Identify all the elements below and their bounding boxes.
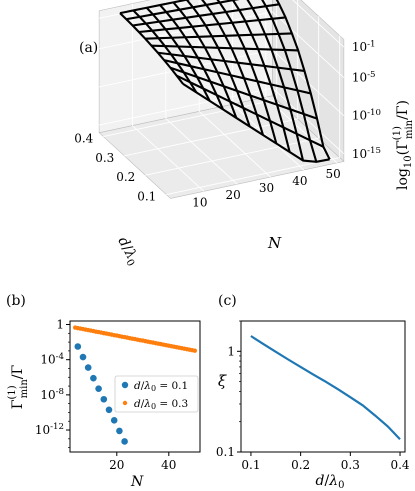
panel-c-xi-curve	[250, 335, 401, 440]
panel-a-x-tick: 40	[292, 174, 307, 188]
floor-grid-N	[165, 118, 238, 185]
floor-grid-d	[145, 137, 319, 176]
panel-label-c: (c)	[218, 293, 237, 309]
wire-line-const-N	[201, 0, 265, 136]
panel-a-y-tick: 0.3	[95, 151, 114, 165]
wire-line-const-N	[231, 0, 291, 153]
panel-a-tick-labels: 10 20 30 40 50 0.10.20.30.4 10-1 10-5 10-10 10-15	[74, 39, 381, 209]
point-d-0.1	[100, 395, 108, 403]
panel-a-y-tick: 0.2	[116, 170, 135, 184]
wire-line-const-d	[145, 32, 292, 40]
panel-b-xlabel: N	[130, 474, 144, 490]
panel-b-y-tick: 1	[56, 318, 64, 332]
wire-line-const-N	[119, 12, 184, 85]
panel-b-x-tick: 40	[161, 458, 176, 472]
panel-a-z-tick: 10-5	[352, 70, 376, 85]
point-d-0.1	[95, 385, 102, 392]
legend-box	[114, 375, 199, 413]
panel-b-y-tick: 10-8	[40, 387, 64, 402]
floor-grid-d	[103, 99, 277, 137]
wire-line-const-d	[157, 51, 305, 72]
panel-a-y-tick: 0.1	[137, 190, 156, 204]
wire-line-const-d	[138, 16, 286, 34]
panel-a-wireframe-surface	[119, 0, 331, 163]
point-d-0.1	[79, 353, 87, 361]
floor-grid-N	[132, 125, 205, 192]
point-d-0.1	[121, 438, 128, 445]
panel-a-z-tick: 10-1	[352, 39, 376, 54]
panel-a-zlabel: log10(Γ(1)min/Γ)	[392, 100, 415, 190]
floor-grid-N	[198, 111, 271, 178]
point-d-0.1	[90, 374, 97, 382]
point-d-0.1	[110, 417, 118, 424]
wire-line-const-N	[246, 0, 305, 161]
panel-a-xlabel: N	[267, 234, 282, 252]
floor-grid-d	[166, 157, 340, 195]
panel-c-ticks: 0.1 0.2 0.3 0.4 1 0.1	[216, 320, 410, 472]
panel-a-x-tick: 50	[326, 167, 341, 181]
panel-a-x-tick: 30	[259, 181, 274, 195]
panel-c-x-tick: 0.1	[241, 458, 260, 472]
wire-line-const-N	[275, 0, 331, 160]
panel-c-ylabel: ξ	[218, 372, 227, 390]
wire-line-const-d	[163, 59, 311, 95]
side-grid-z	[272, 87, 345, 155]
legend-marker-series-2	[122, 400, 128, 406]
point-d-0.1	[105, 406, 113, 414]
wire-line-const-d	[170, 66, 318, 120]
legend-label-series-2: d/λ0 = 0.3	[134, 398, 188, 411]
panel-b-ylabel: Γ(1)min/Γ	[7, 364, 30, 409]
wire-line-const-N	[185, 0, 251, 127]
panel-c-y-tick: 1	[227, 344, 235, 358]
panel-a-ylabel: d/λ0	[113, 234, 142, 268]
panel-a-z-tick: 10-10	[352, 108, 381, 123]
panel-c-y-tick: 0.1	[216, 445, 235, 459]
panel-a-y-tick: 0.4	[74, 132, 93, 146]
panel-label-b: (b)	[6, 293, 26, 309]
panel-a-surface-plot: (a) 10203040500.10.20.30.410-110-510-101…	[74, 0, 415, 268]
wire-line-const-d	[176, 74, 324, 148]
wire-line-const-d	[151, 44, 299, 52]
side-grid-z	[272, 11, 345, 78]
panel-b-scatter-plot: (b) 20 40 1 10-4 10-8 10-12 N Γ(1)min/Γ d/λ0 …	[6, 293, 201, 490]
wire-line-const-N	[145, 7, 211, 102]
panel-b-y-tick: 10-12	[35, 422, 64, 437]
panel-b-y-tick: 10-4	[40, 352, 64, 367]
side-grid-z	[292, 0, 345, 48]
wire-line-const-N	[216, 0, 278, 144]
panel-b-points	[73, 325, 197, 445]
panel-b-axes-frame	[69, 320, 201, 453]
legend-marker-series-1	[121, 381, 129, 389]
wall-grid-z	[99, 49, 273, 88]
point-d-0.1	[84, 364, 92, 371]
panel-c-x-tick: 0.2	[291, 458, 310, 472]
panel-a-x-tick: 10	[192, 195, 207, 209]
panel-c-axes-frame	[240, 320, 406, 453]
wire-line-const-d	[119, 0, 191, 15]
wire-line-const-d	[182, 82, 330, 163]
point-d-0.1	[74, 343, 82, 350]
panel-c-xlabel: d/λ0	[316, 473, 345, 491]
panel-c-x-tick: 0.3	[341, 458, 360, 472]
wire-line-const-N	[159, 4, 224, 110]
floor-grid-d	[124, 118, 298, 157]
point-d-0.3	[192, 348, 197, 353]
point-d-0.1	[116, 427, 123, 435]
wire-line-const-d	[126, 0, 240, 21]
wire-line-const-N	[261, 0, 318, 163]
panel-b-legend: d/λ0 = 0.1 d/λ0 = 0.3	[114, 375, 199, 413]
wire-line-const-N	[132, 9, 198, 93]
wire-line-const-N	[172, 1, 238, 119]
panel-c-x-tick: 0.4	[390, 458, 409, 472]
wire-line-const-d	[132, 3, 280, 27]
panel-c-line-plot: (c) 0.1 0.2 0.3 0.4 1 0.1 d/λ0 ξ	[216, 293, 410, 491]
panel-b-x-tick: 20	[109, 458, 124, 472]
panel-label-a: (a)	[79, 40, 98, 56]
panel-a-x-tick: 20	[226, 188, 241, 202]
panel-a-z-tick: 10-15	[352, 146, 381, 161]
legend-label-series-1: d/λ0 = 0.1	[134, 380, 188, 393]
